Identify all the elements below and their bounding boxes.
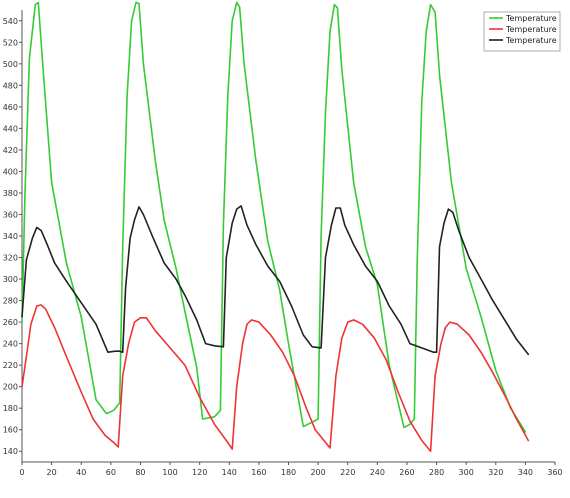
y-tick-label: 340: [3, 232, 18, 241]
x-tick-label: 40: [76, 468, 86, 477]
y-tick-label: 220: [3, 361, 18, 370]
y-tick-label: 160: [3, 426, 18, 435]
y-tick-label: 140: [3, 447, 18, 456]
axes: 1401601802002202402602803003203403603804…: [3, 10, 563, 477]
legend-label: Temperature: [505, 36, 557, 45]
x-tick-label: 180: [281, 468, 296, 477]
y-tick-label: 360: [3, 210, 18, 219]
y-tick-label: 440: [3, 124, 18, 133]
x-tick-label: 240: [370, 468, 385, 477]
x-tick-label: 220: [340, 468, 355, 477]
x-tick-label: 340: [518, 468, 533, 477]
series-line-2: [21, 304, 530, 453]
y-tick-label: 180: [3, 404, 18, 413]
legend: Temperature Temperature Temperature: [483, 11, 561, 52]
y-tick-label: 280: [3, 297, 18, 306]
x-tick-label: 120: [192, 468, 207, 477]
x-tick-label: 20: [47, 468, 57, 477]
y-tick-label: 540: [3, 17, 18, 26]
x-tick-label: 280: [429, 468, 444, 477]
y-tick-label: 200: [3, 383, 18, 392]
legend-label: Temperature: [505, 14, 557, 23]
x-tick-label: 60: [106, 468, 116, 477]
x-tick-label: 360: [547, 468, 562, 477]
y-tick-label: 320: [3, 254, 18, 263]
x-tick-label: 200: [310, 468, 325, 477]
x-tick-label: 80: [135, 468, 145, 477]
series-line-3: [21, 205, 530, 356]
y-tick-label: 400: [3, 167, 18, 176]
y-tick-label: 240: [3, 340, 18, 349]
series-line-1: [21, 1, 527, 433]
y-tick-label: 500: [3, 60, 18, 69]
x-tick-label: 320: [488, 468, 503, 477]
y-tick-label: 420: [3, 146, 18, 155]
y-tick-label: 380: [3, 189, 18, 198]
legend-label: Temperature: [505, 25, 557, 34]
x-tick-label: 140: [222, 468, 237, 477]
y-tick-label: 520: [3, 38, 18, 47]
x-tick-label: 260: [399, 468, 414, 477]
y-tick-label: 460: [3, 103, 18, 112]
x-tick-label: 0: [19, 468, 24, 477]
x-tick-label: 100: [162, 468, 177, 477]
y-tick-label: 480: [3, 81, 18, 90]
y-tick-label: 300: [3, 275, 18, 284]
x-tick-label: 160: [251, 468, 266, 477]
series-lines: [21, 1, 530, 453]
x-tick-label: 300: [459, 468, 474, 477]
y-tick-label: 260: [3, 318, 18, 327]
